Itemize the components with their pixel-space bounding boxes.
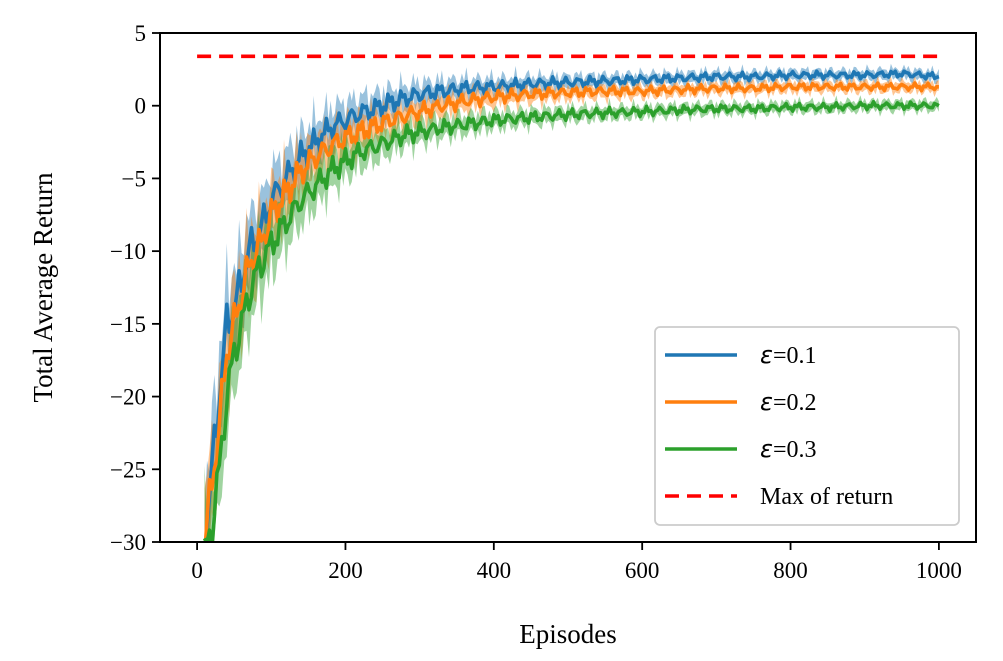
x-tick-label: 600 (625, 558, 660, 583)
series-lines (197, 54, 940, 542)
legend-box (654, 326, 960, 526)
series-line-0-1 (204, 69, 940, 542)
series-line-0-2 (203, 81, 939, 542)
y-tick-label: −10 (110, 239, 146, 264)
y-tick-label: −5 (122, 166, 146, 191)
axes-frame (159, 32, 977, 543)
y-tick-label: −20 (110, 385, 146, 410)
x-tick-label: 800 (773, 558, 808, 583)
y-axis-ticks: −30 −25 −20 −15 −10 −5 0 5 (110, 21, 160, 555)
y-axis-label: Total Average Return (28, 172, 58, 403)
y-tick-label: −25 (110, 457, 146, 482)
y-tick-label: −30 (110, 530, 146, 555)
x-tick-label: 200 (328, 558, 363, 583)
y-tick-label: −15 (110, 312, 146, 337)
y-tick-label: 0 (135, 94, 147, 119)
x-tick-label: 400 (477, 558, 512, 583)
x-tick-label: 0 (191, 558, 203, 583)
x-axis-ticks: 0 200 400 600 800 1000 (191, 542, 962, 583)
legend-label-0-1: ε=0.1 (760, 341, 817, 369)
x-tick-label: 1000 (916, 558, 962, 583)
legend-label-0-2: ε=0.2 (760, 388, 817, 416)
x-axis-label: Episodes (519, 619, 617, 649)
legend-label-max-of-return: Max of return (760, 484, 893, 510)
series-line-0-3 (202, 100, 940, 542)
legend-label-0-3: ε=0.3 (760, 435, 817, 463)
legend: ε=0.1 ε=0.2 ε=0.3 Max of return (654, 326, 960, 526)
y-tick-label: 5 (135, 21, 147, 46)
